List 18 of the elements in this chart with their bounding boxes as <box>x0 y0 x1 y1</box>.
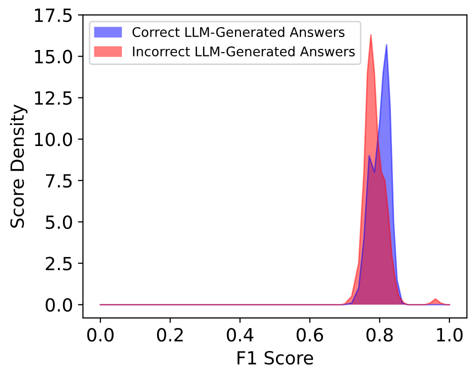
y-tick-label: 15.0 <box>35 50 72 64</box>
x-axis-title: F1 Score <box>238 350 314 365</box>
y-tick-label: 17.5 <box>35 8 72 22</box>
y-tick-label: 5.0 <box>46 215 72 230</box>
x-tick-label: 1.0 <box>437 328 463 342</box>
y-tick-label: 7.5 <box>46 174 72 188</box>
legend-label: Correct LLM-Generated Answers <box>132 26 344 38</box>
y-tick-label: 2.5 <box>46 256 72 270</box>
y-tick-label: 0.0 <box>46 298 72 312</box>
y-tick-label: 10.0 <box>35 132 72 146</box>
x-tick-label: 0.6 <box>296 328 324 342</box>
y-tick-label: 12.5 <box>35 91 72 105</box>
x-tick-label: 0.0 <box>87 328 114 342</box>
x-tick-label: 0.8 <box>366 328 393 342</box>
y-axis-title: Score Density <box>10 104 28 228</box>
x-tick-label: 0.4 <box>226 328 254 342</box>
x-tick-label: 0.2 <box>157 328 183 342</box>
legend-label: Incorrect LLM-Generated Answers <box>133 46 355 56</box>
